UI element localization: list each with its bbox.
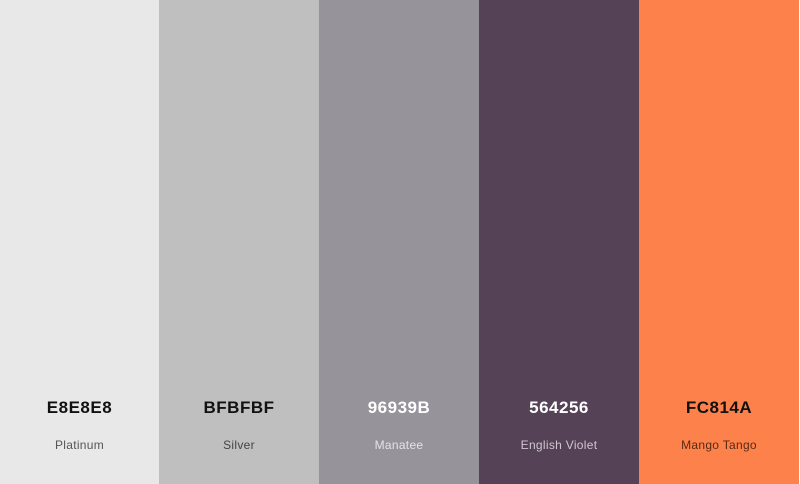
swatch-manatee[interactable]: 96939B Manatee: [319, 0, 479, 484]
swatch-platinum[interactable]: E8E8E8 Platinum: [0, 0, 159, 484]
swatch-english-violet[interactable]: 564256 English Violet: [479, 0, 639, 484]
swatch-color-name: Mango Tango: [681, 438, 757, 452]
swatch-color-name: Silver: [223, 438, 255, 452]
swatch-color-name: Platinum: [54, 438, 105, 452]
swatch-hex-code[interactable]: FC814A: [685, 398, 753, 417]
swatch-hex-code[interactable]: 564256: [529, 398, 589, 417]
swatch-mango-tango[interactable]: FC814A Mango Tango: [639, 0, 799, 484]
swatch-hex-code[interactable]: E8E8E8: [46, 398, 113, 417]
swatch-hex-code[interactable]: 96939B: [367, 398, 431, 417]
swatch-color-name: English Violet: [520, 438, 598, 452]
swatch-hex-code[interactable]: BFBFBF: [203, 398, 275, 417]
swatch-color-name: Manatee: [374, 438, 424, 452]
swatch-silver[interactable]: BFBFBF Silver: [159, 0, 319, 484]
